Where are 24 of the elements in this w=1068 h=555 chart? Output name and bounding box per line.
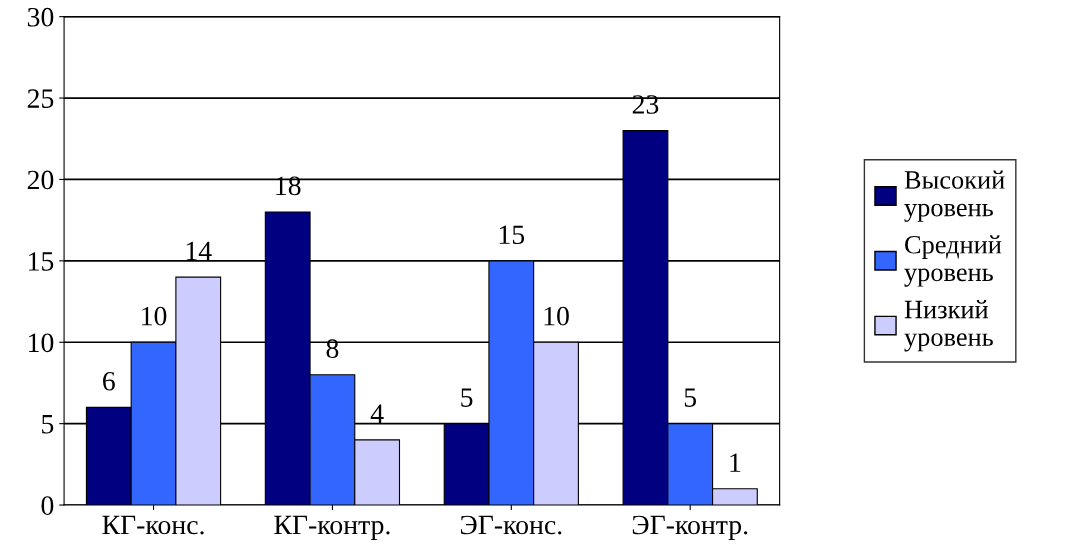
data-label: 1 [730,453,741,472]
y-tick-label: 25 [27,89,54,108]
data-label: 23 [632,95,659,114]
data-label: 15 [499,225,525,245]
y-tick-label: 20 [27,170,54,190]
legend-label: Средний уровень [904,235,1002,287]
x-tick-label: КГ-контр. [274,515,390,540]
x-tick-label: КГ-конс. [102,515,204,535]
data-label: 5 [461,388,473,407]
data-label: 5 [684,388,697,407]
legend-label: Высокий уровень [904,170,1005,222]
legend-label: Низкий уровень [904,300,993,352]
y-tick-label: 30 [27,7,54,27]
x-tick-label: ЭГ-контр. [632,515,748,540]
y-tick-label: 15 [29,252,54,271]
data-label: 10 [544,306,569,326]
data-label: 14 [186,241,212,261]
x-tick-label: ЭГ-конс. [460,515,562,535]
y-tick-label: 10 [29,333,54,353]
data-label: 10 [142,306,167,326]
data-label: 6 [103,371,115,391]
y-tick-label: 5 [42,415,54,434]
data-label: 4 [370,404,384,423]
y-tick-label: 0 [41,496,54,515]
